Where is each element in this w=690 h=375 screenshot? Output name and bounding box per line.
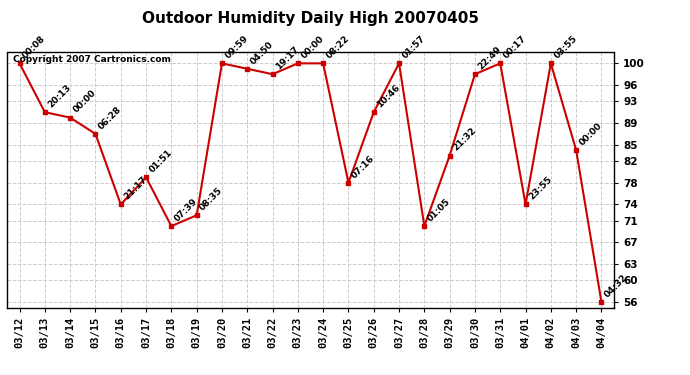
Text: 19:17: 19:17 <box>274 45 301 71</box>
Text: 22:49: 22:49 <box>476 45 503 71</box>
Text: 00:00: 00:00 <box>578 121 604 147</box>
Text: 23:55: 23:55 <box>527 175 553 202</box>
Text: 21:17: 21:17 <box>122 175 149 202</box>
Text: 04:50: 04:50 <box>248 39 275 66</box>
Text: 01:05: 01:05 <box>426 197 452 223</box>
Text: 08:22: 08:22 <box>324 34 351 61</box>
Text: 20:13: 20:13 <box>46 83 72 110</box>
Text: 00:00: 00:00 <box>72 88 98 115</box>
Text: Outdoor Humidity Daily High 20070405: Outdoor Humidity Daily High 20070405 <box>142 11 479 26</box>
Text: 00:17: 00:17 <box>502 34 528 61</box>
Text: 00:00: 00:00 <box>299 34 326 61</box>
Text: 07:39: 07:39 <box>172 196 199 223</box>
Text: 08:35: 08:35 <box>198 186 224 213</box>
Text: 10:46: 10:46 <box>375 83 402 110</box>
Text: 07:16: 07:16 <box>350 153 377 180</box>
Text: Copyright 2007 Cartronics.com: Copyright 2007 Cartronics.com <box>13 55 171 64</box>
Text: 04:32: 04:32 <box>603 273 629 299</box>
Text: 03:55: 03:55 <box>552 34 579 61</box>
Text: 00:08: 00:08 <box>21 34 48 61</box>
Text: 09:59: 09:59 <box>224 34 250 61</box>
Text: 21:32: 21:32 <box>451 126 477 153</box>
Text: 06:28: 06:28 <box>97 105 124 131</box>
Text: 01:57: 01:57 <box>400 34 427 61</box>
Text: 01:51: 01:51 <box>148 148 174 174</box>
